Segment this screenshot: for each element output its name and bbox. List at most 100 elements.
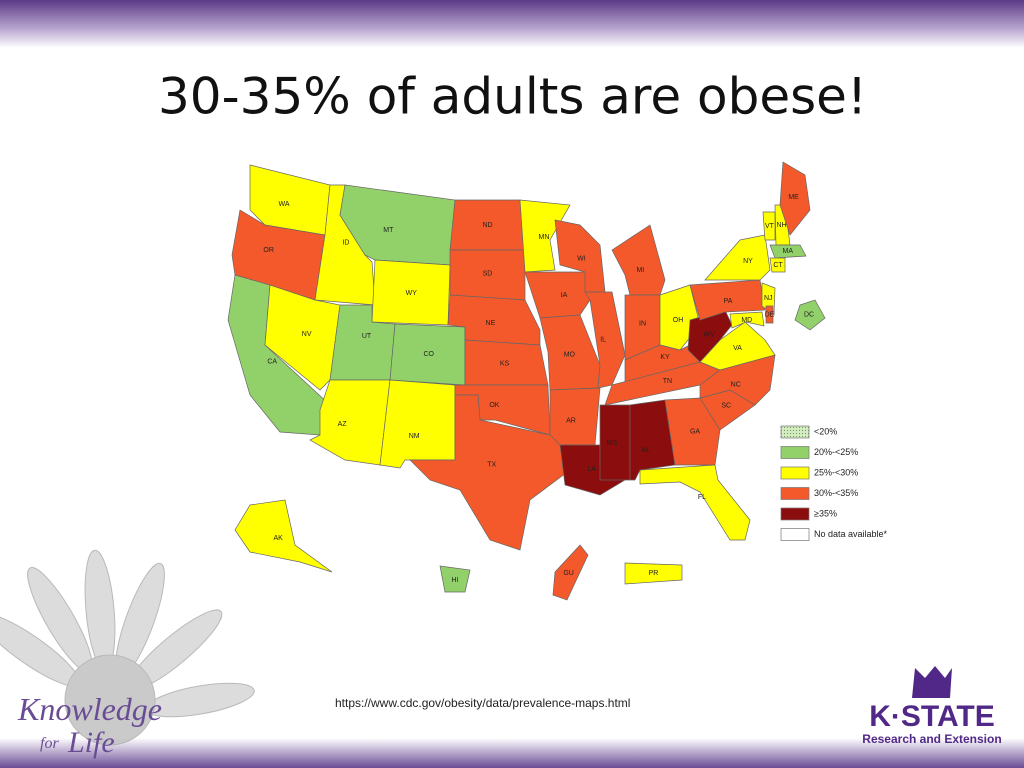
state: [519, 199, 571, 273]
state-label: WV: [704, 331, 716, 338]
state-label: ME: [788, 194, 799, 201]
legend-label: 30%-<35%: [814, 488, 858, 498]
state-label: AL: [642, 447, 651, 454]
state-label: WY: [406, 290, 418, 297]
state-label: MN: [539, 234, 550, 241]
state-label: MS: [607, 440, 618, 447]
state-label: OR: [263, 247, 274, 254]
state-label: MA: [783, 248, 794, 255]
state-label: NM: [409, 433, 420, 440]
legend-swatch: [780, 507, 810, 521]
state-label: AZ: [338, 421, 348, 428]
sunflower: [0, 549, 255, 746]
state-label: CO: [424, 351, 435, 358]
legend-swatch: [780, 446, 810, 459]
state-label: FL: [698, 494, 706, 501]
state-label: TX: [487, 461, 496, 468]
right-logo: K·STATE Research and Extension: [862, 666, 1002, 746]
state-label: MI: [636, 267, 644, 274]
state: [524, 271, 591, 319]
state-label: NY: [743, 258, 753, 265]
legend-label: 20%-<25%: [814, 447, 858, 457]
state-label: ND: [482, 222, 492, 229]
state: [611, 224, 666, 296]
state-label: VA: [733, 345, 742, 352]
state-label: OK: [489, 402, 499, 409]
state-label: SC: [721, 403, 731, 410]
state-label: GU: [563, 570, 574, 577]
state-label: CA: [267, 358, 277, 365]
state-label: GA: [690, 428, 700, 435]
wildcat-icon: [912, 666, 952, 698]
state: [409, 394, 571, 551]
state-label: IN: [639, 321, 646, 328]
state: [379, 379, 456, 469]
state-label: WA: [278, 201, 289, 208]
state-label: KY: [660, 354, 670, 361]
state: [765, 305, 774, 324]
state-label: PA: [724, 298, 733, 305]
state-label: UT: [362, 333, 372, 340]
logo-text: Knowledge: [17, 691, 162, 727]
state: [639, 464, 751, 541]
state: [769, 257, 786, 273]
state: [779, 161, 811, 236]
state-label: IA: [561, 292, 568, 299]
state-label: NC: [731, 382, 741, 389]
legend-swatch: [780, 528, 810, 541]
state-label: NE: [486, 320, 496, 327]
state: [794, 299, 826, 331]
state-label: CT: [773, 262, 783, 269]
state-label: ID: [342, 240, 349, 247]
state: [584, 291, 626, 389]
state-label: NH: [776, 222, 786, 229]
state-label: DE: [765, 311, 775, 318]
state-label: TN: [663, 378, 672, 385]
state-label: MO: [564, 352, 576, 359]
legend-label: 25%-<30%: [814, 467, 858, 477]
state-label: LA: [587, 466, 596, 473]
state: [762, 211, 776, 241]
state-label: PR: [649, 570, 659, 577]
state-label: NV: [302, 331, 312, 338]
title: 30-35% of adults are obese!: [158, 68, 867, 126]
logo-tagline: Research and Extension: [862, 732, 1001, 746]
state: [309, 379, 391, 466]
state-label: IL: [600, 336, 606, 343]
logo-text: Life: [67, 726, 115, 759]
state-label: NJ: [764, 295, 773, 302]
top-band: [0, 0, 1024, 48]
legend-swatch: [780, 466, 810, 480]
legend: <20% 20%-<25% 25%-<30% 30%-<35% ≥35% No data …: [780, 425, 888, 541]
state: [729, 311, 765, 329]
state-label: SD: [483, 271, 493, 278]
state: [439, 565, 471, 593]
state-label: VT: [765, 223, 775, 230]
state: [552, 544, 589, 601]
state-label: HI: [452, 577, 459, 584]
source: https://www.cdc.gov/obesity/data/prevale…: [335, 696, 630, 710]
state-label: DC: [804, 311, 814, 318]
logo-text: for: [40, 735, 59, 752]
state: [664, 397, 721, 466]
state-label: AR: [566, 417, 576, 424]
state-label: WI: [577, 256, 586, 263]
state-label: MT: [383, 227, 394, 234]
state: [234, 499, 333, 573]
left-logo: Knowledge for Life: [17, 691, 162, 759]
state-label: AK: [273, 535, 283, 542]
legend-swatch: [780, 487, 810, 500]
legend-label: <20%: [814, 426, 837, 436]
state: [624, 562, 683, 585]
state-label: KS: [500, 361, 510, 368]
map: WA OR CA ID NV MT WY UT CO AZ NM ND SD NE KS OK TX MN IA MO…: [227, 161, 826, 601]
logo-name: K·STATE: [869, 700, 995, 733]
state-label: MD: [741, 317, 752, 324]
legend-label: ≥35%: [814, 508, 837, 518]
state: [769, 244, 807, 259]
state-label: OH: [673, 317, 684, 324]
state: [704, 234, 771, 281]
bottom-band: [0, 738, 1024, 768]
